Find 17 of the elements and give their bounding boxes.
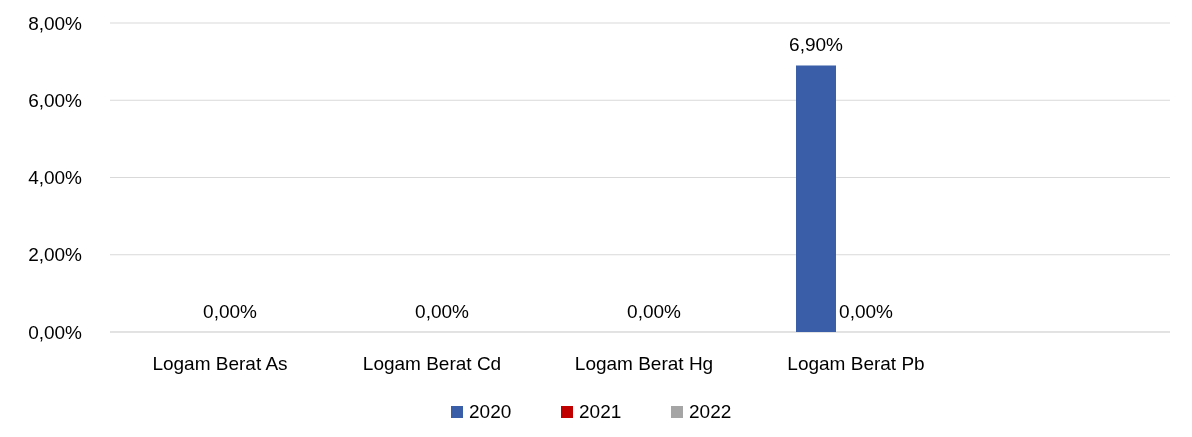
x-tick-label: Logam Berat As [152, 353, 288, 374]
x-tick-label: Logam Berat Hg [574, 353, 714, 374]
data-label: 0,00% [415, 301, 470, 322]
x-tick-label: Logam Berat Cd [362, 353, 502, 374]
legend-label: 2021 [579, 401, 622, 422]
legend-label: 2020 [469, 401, 512, 422]
y-tick-label: 8,00% [28, 12, 83, 34]
y-tick-label: 6,00% [28, 89, 83, 111]
data-label: 0,00% [627, 301, 682, 322]
data-label: 0,00% [203, 301, 258, 322]
x-tick-label: Logam Berat Pb [787, 353, 925, 374]
data-label: 0,00% [839, 301, 894, 322]
y-tick-label: 2,00% [28, 244, 83, 266]
legend-label: 2022 [689, 401, 732, 422]
data-label: 6,90% [789, 34, 844, 56]
y-tick-label: 4,00% [28, 167, 83, 189]
y-tick-label: 0,00% [28, 321, 83, 343]
